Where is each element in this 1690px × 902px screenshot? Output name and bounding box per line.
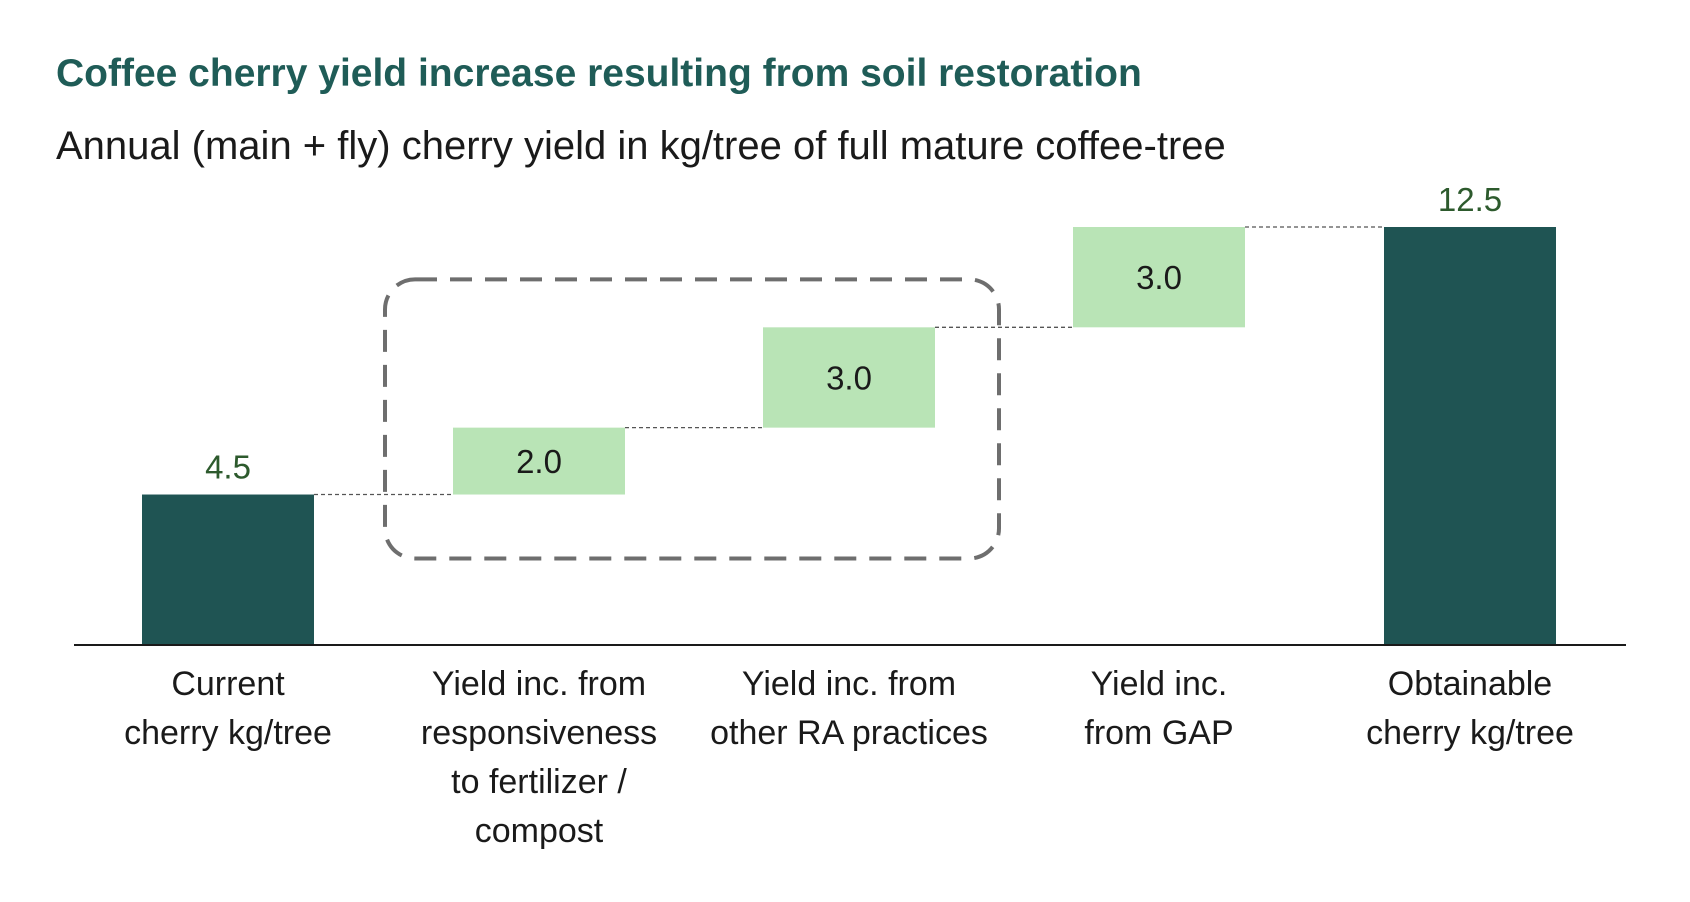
category-label-5: Obtainable cherry kg/tree xyxy=(1366,665,1574,752)
category-label-3: Yield inc. from other RA practices xyxy=(710,665,988,752)
data-label-2: 2.0 xyxy=(516,443,562,480)
category-label-2: Yield inc. from responsiveness to fertil… xyxy=(420,665,658,850)
bar-3 xyxy=(763,327,935,428)
category-label-4: Yield inc. from GAP xyxy=(1084,665,1234,752)
data-label-3: 3.0 xyxy=(826,359,872,396)
data-label-4: 3.0 xyxy=(1136,259,1182,296)
highlight-box xyxy=(383,277,1001,561)
bar-2 xyxy=(453,427,625,495)
bar-5 xyxy=(1384,227,1556,645)
bar-4 xyxy=(1073,227,1245,328)
chart-subtitle: Annual (main + fly) cherry yield in kg/t… xyxy=(56,124,1226,168)
bar-1 xyxy=(142,494,314,645)
data-label-1: 4.5 xyxy=(205,449,251,486)
chart-title: Coffee cherry yield increase resulting f… xyxy=(56,52,1142,95)
category-label-1: Current cherry kg/tree xyxy=(124,665,332,752)
data-label-5: 12.5 xyxy=(1438,181,1502,218)
